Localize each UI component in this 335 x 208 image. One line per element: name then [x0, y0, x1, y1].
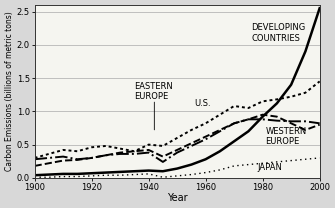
Text: JAPAN: JAPAN	[257, 163, 282, 172]
Text: DEVELOPING
COUNTRIES: DEVELOPING COUNTRIES	[251, 23, 306, 42]
Text: U.S.: U.S.	[194, 99, 211, 108]
Y-axis label: Carbon Emissions (billions of metric tons): Carbon Emissions (billions of metric ton…	[5, 11, 14, 171]
X-axis label: Year: Year	[167, 193, 188, 203]
Text: EASTERN
EUROPE: EASTERN EUROPE	[134, 82, 173, 101]
Text: WESTERN
EUROPE: WESTERN EUROPE	[265, 127, 307, 146]
